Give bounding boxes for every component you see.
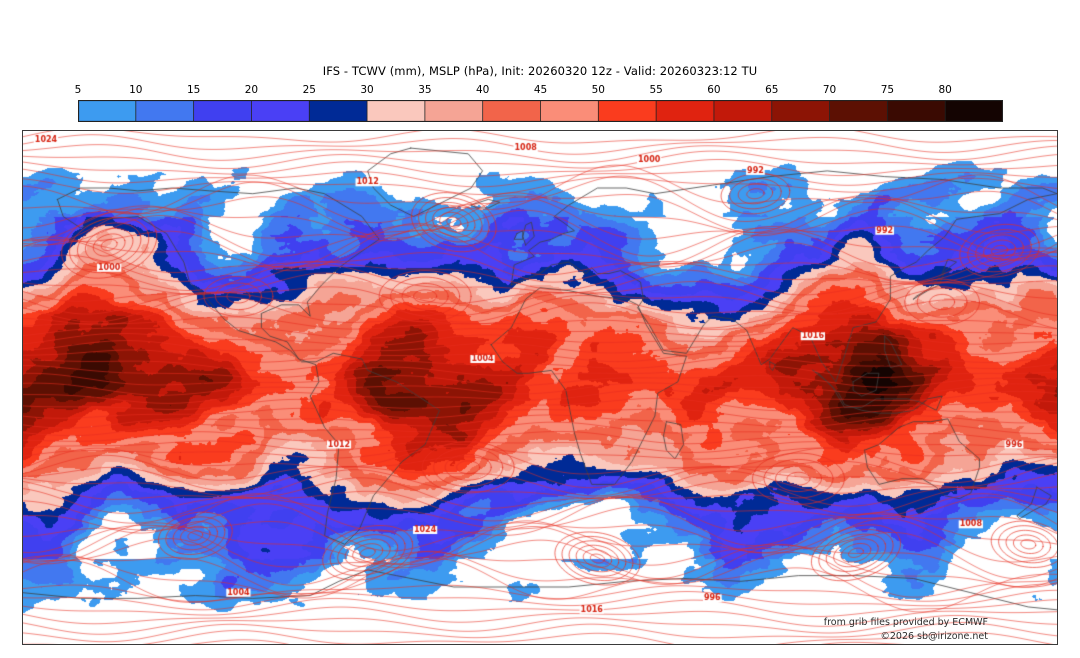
colorbar-bin [367, 100, 425, 122]
colorbar-tick-25: 25 [302, 84, 316, 96]
colorbar-tick-75: 75 [880, 84, 895, 96]
figure-title: IFS - TCWV (mm), MSLP (hPa), Init: 20260… [322, 64, 758, 78]
colorbar-tick-80: 80 [938, 84, 952, 96]
colorbar [78, 100, 1003, 122]
colorbar-tick-70: 70 [822, 84, 837, 96]
colorbar-bin [887, 100, 946, 122]
colorbar-tick-65: 65 [765, 84, 779, 96]
colorbar-bin [945, 100, 1003, 122]
colorbar-tick-20: 20 [244, 84, 259, 96]
colorbar-tick-labels: 5 10 15 20 25 30 35 40 45 50 55 60 65 70 75 80 [74, 84, 1003, 98]
colorbar-bin [656, 100, 714, 122]
map-panel [22, 130, 1058, 645]
colorbar-tick-45: 45 [533, 84, 548, 96]
colorbar-bin [540, 100, 599, 122]
colorbar-bin [713, 100, 772, 122]
colorbar-tick-60: 60 [707, 84, 721, 96]
colorbar-tick-30: 30 [360, 84, 374, 96]
colorbar-tick-5: 5 [74, 84, 82, 96]
colorbar-bin [135, 100, 194, 122]
colorbar-swatches [78, 100, 1003, 122]
colorbar-bin [598, 100, 657, 122]
tcwv-mslp-map [23, 131, 1057, 644]
colorbar-bin [482, 100, 541, 122]
colorbar-tick-35: 35 [418, 84, 432, 96]
colorbar-bin [309, 100, 368, 122]
colorbar-tick-15: 15 [186, 84, 201, 96]
colorbar-bin [193, 100, 252, 122]
colorbar-tick-10: 10 [129, 84, 143, 96]
data-source-credit: from grib files provided by ECMWF [823, 617, 988, 628]
colorbar-tick-50: 50 [591, 84, 605, 96]
colorbar-bin [78, 100, 136, 122]
colorbar-bin [251, 100, 310, 122]
colorbar-tick-40: 40 [476, 84, 490, 96]
colorbar-tick-55: 55 [649, 84, 663, 96]
colorbar-bin [424, 100, 483, 122]
colorbar-bin [829, 100, 888, 122]
copyright-credit: ©2026 sb@irizone.net [880, 631, 988, 642]
colorbar-outline [78, 100, 1003, 122]
colorbar-bin [771, 100, 830, 122]
